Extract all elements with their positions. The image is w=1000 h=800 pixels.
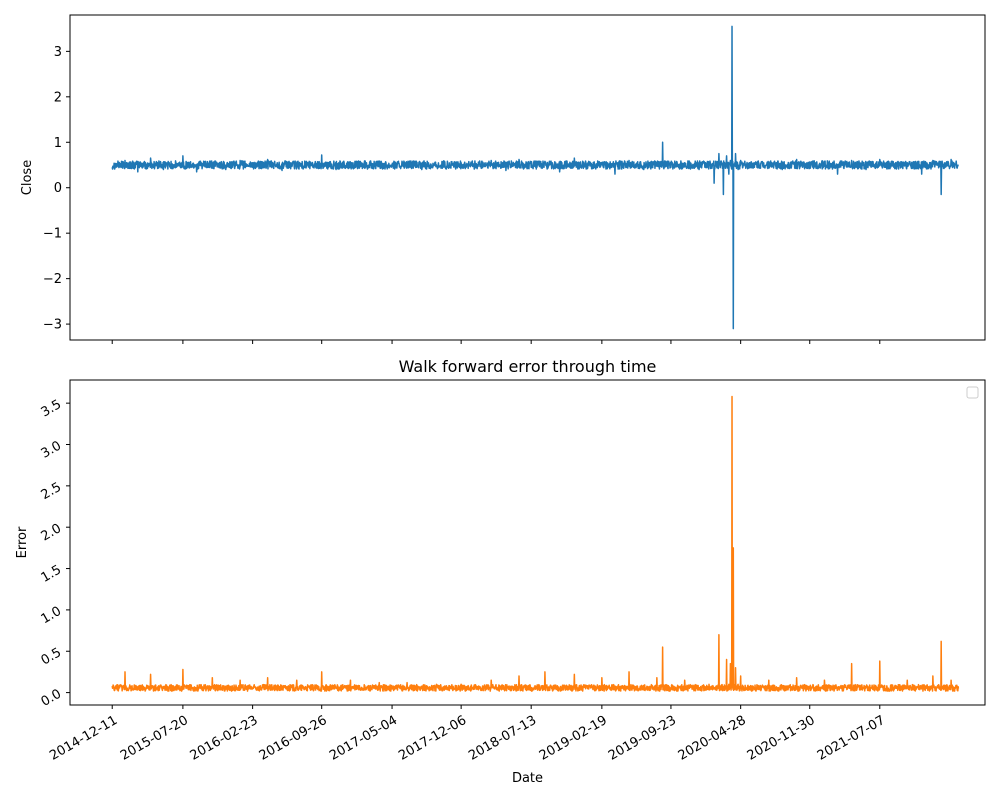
y-tick-label: 0 <box>54 181 62 196</box>
y-tick-label: −2 <box>43 272 62 287</box>
chart-title: Walk forward error through time <box>399 357 657 376</box>
y-tick-label: 3 <box>54 45 62 60</box>
close-series-line <box>111 25 959 330</box>
y-tick-label: 1 <box>54 136 62 151</box>
legend-box <box>966 386 979 399</box>
y-tick-label: −1 <box>43 227 62 242</box>
y-tick-label: −3 <box>43 318 62 333</box>
x-axis-label: Date <box>512 771 543 786</box>
top-plot-marks <box>111 25 959 330</box>
bottom-y-axis-label: Error <box>15 526 30 558</box>
top-subplot: −3 −2 −1 0 1 2 3 Close <box>20 14 986 344</box>
top-y-axis-label: Close <box>20 160 35 195</box>
top-y-ticks: −3 −2 −1 0 1 2 3 <box>43 45 70 333</box>
y-tick-label: 2 <box>54 90 62 105</box>
error-series-line <box>111 395 960 692</box>
bottom-axes-frame <box>69 379 986 706</box>
top-x-ticks <box>111 340 881 344</box>
bottom-plot-marks <box>111 395 960 692</box>
top-axes-frame <box>69 14 986 341</box>
